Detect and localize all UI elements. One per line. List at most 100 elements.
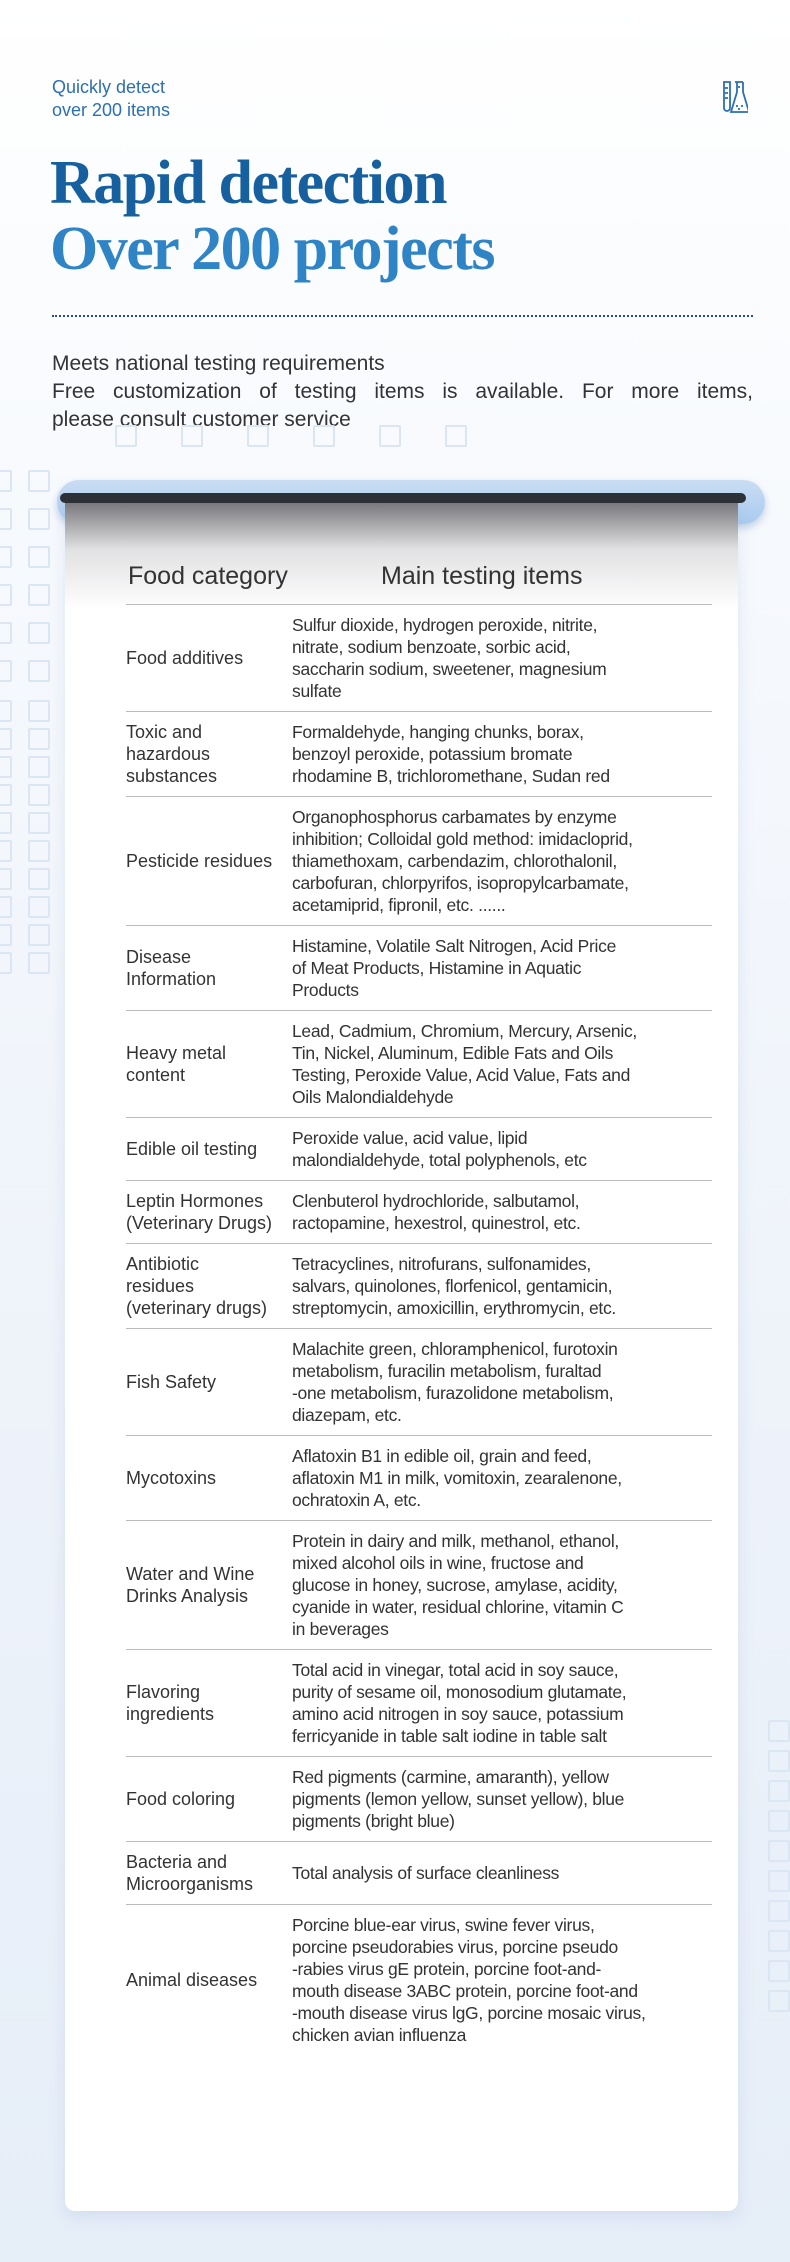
category-line: Antibiotic xyxy=(126,1254,200,1274)
decorative-square xyxy=(768,1720,790,1742)
description-line: Free customization of testing items is a… xyxy=(52,380,753,403)
category-cell: Pesticide residues xyxy=(126,850,292,872)
title-line-1: Rapid detection xyxy=(50,149,447,217)
items-line: -rabies virus gE protein, porcine foot-a… xyxy=(292,1959,602,1979)
items-line: Porcine blue-ear virus, swine fever viru… xyxy=(292,1915,595,1935)
table-row: Heavy metal content Lead, Cadmium, Chromiu… xyxy=(126,1011,712,1118)
items-line: Sulfur dioxide, hydrogen peroxide, nitri… xyxy=(292,615,598,635)
items-line: Formaldehyde, hanging chunks, borax, xyxy=(292,722,584,742)
items-cell: Formaldehyde, hanging chunks, borax, benz… xyxy=(292,721,712,787)
category-line: residues xyxy=(126,1276,195,1296)
table-row: Food coloring Red pigments (carmine, amar… xyxy=(126,1757,712,1842)
items-line: Tin, Nickel, Aluminum, Edible Fats and O… xyxy=(292,1043,614,1063)
decorative-square xyxy=(28,812,50,834)
items-line: in beverages xyxy=(292,1619,389,1639)
category-line: Drinks Analysis xyxy=(126,1586,249,1606)
table-row: Fish Safety Malachite green, chlorampheni… xyxy=(126,1329,712,1436)
category-line: (Veterinary Drugs) xyxy=(126,1213,273,1233)
table-row: Pesticide residues Organophosphorus carba… xyxy=(126,797,712,926)
category-line: Food additives xyxy=(126,648,244,668)
column-header-items: Main testing items xyxy=(381,561,583,590)
items-cell: Organophosphorus carbamates by enzyme inh… xyxy=(292,806,712,916)
testing-items-table: Food category Main testing items Food ad… xyxy=(126,548,712,2055)
items-line: mouth disease 3ABC protein, porcine foot… xyxy=(292,1981,638,2001)
table-row: Leptin Hormones (Veterinary Drugs) Clenbut… xyxy=(126,1181,712,1244)
decorative-square xyxy=(28,728,50,750)
description: Meets national testing requirements Free… xyxy=(52,350,753,434)
decorative-square xyxy=(445,425,467,447)
table-row: Food additives Sulfur dioxide, hydrogen p… xyxy=(126,605,712,712)
decorative-square xyxy=(0,868,12,890)
lab-test-tubes-icon xyxy=(723,81,748,113)
table-row: Disease Information Histamine, Volatile Sa… xyxy=(126,926,712,1011)
decorative-square xyxy=(0,622,12,644)
decorative-square xyxy=(768,1930,790,1952)
category-line: Heavy metal xyxy=(126,1043,227,1063)
decorative-square xyxy=(0,728,12,750)
items-cell: Aflatoxin B1 in edible oil, grain and fe… xyxy=(292,1445,712,1511)
category-line: Information xyxy=(126,969,217,989)
category-cell: Bacteria and Microorganisms xyxy=(126,1851,292,1895)
tagline: Quickly detect over 200 items xyxy=(52,76,170,122)
items-cell: Lead, Cadmium, Chromium, Mercury, Arseni… xyxy=(292,1020,712,1108)
decorative-square xyxy=(28,896,50,918)
items-line: Total analysis of surface cleanliness xyxy=(292,1863,560,1883)
decorative-square xyxy=(0,584,12,606)
category-cell: Disease Information xyxy=(126,946,292,990)
category-line: substances xyxy=(126,766,218,786)
items-line: nitrate, sodium benzoate, sorbic acid, xyxy=(292,637,571,657)
table-row: Water and Wine Drinks Analysis Protein in … xyxy=(126,1521,712,1650)
items-line: ferricyanide in table salt iodine in tab… xyxy=(292,1726,607,1746)
decorative-square xyxy=(768,1870,790,1892)
items-cell: Red pigments (carmine, amaranth), yellow… xyxy=(292,1766,712,1832)
decorative-square xyxy=(0,784,12,806)
table-row: Toxic and hazardous substances Formaldehyde… xyxy=(126,712,712,797)
items-line: Red pigments (carmine, amaranth), yellow xyxy=(292,1767,609,1787)
description-line: Meets national testing requirements xyxy=(52,352,385,375)
table-row: Edible oil testing Peroxide value, acid v… xyxy=(126,1118,712,1181)
category-cell: Heavy metal content xyxy=(126,1042,292,1086)
items-line: Testing, Peroxide Value, Acid Value, Fat… xyxy=(292,1065,631,1085)
table-row: Animal diseases Porcine blue-ear virus, s… xyxy=(126,1905,712,2055)
table-row: Bacteria and Microorganisms Total analysis… xyxy=(126,1842,712,1905)
decorative-square xyxy=(28,622,50,644)
items-cell: Sulfur dioxide, hydrogen peroxide, nitri… xyxy=(292,614,712,702)
items-line: thiamethoxam, carbendazim, chlorothaloni… xyxy=(292,851,617,871)
decorative-square xyxy=(28,784,50,806)
items-cell: Peroxide value, acid value, lipid malondi… xyxy=(292,1127,712,1171)
items-line: Lead, Cadmium, Chromium, Mercury, Arseni… xyxy=(292,1021,637,1041)
items-line: Organophosphorus carbamates by enzyme xyxy=(292,807,617,827)
decorative-square xyxy=(115,425,137,447)
decorative-square xyxy=(28,546,50,568)
items-cell: Total acid in vinegar, total acid in soy… xyxy=(292,1659,712,1747)
items-line: pigments (lemon yellow, sunset yellow), … xyxy=(292,1789,625,1809)
decorative-square xyxy=(28,700,50,722)
decorative-square xyxy=(0,470,12,492)
table-header: Food category Main testing items xyxy=(126,548,712,605)
items-line: ractopamine, hexestrol, quinestrol, etc. xyxy=(292,1213,581,1233)
decorative-square xyxy=(0,952,12,974)
category-line: ingredients xyxy=(126,1704,215,1724)
category-cell: Food coloring xyxy=(126,1788,292,1810)
items-line: metabolism, furacilin metabolism, furalt… xyxy=(292,1361,602,1381)
category-line: Leptin Hormones xyxy=(126,1191,264,1211)
category-cell: Leptin Hormones (Veterinary Drugs) xyxy=(126,1190,292,1234)
decorative-square xyxy=(0,756,12,778)
items-line: -mouth disease virus lgG, porcine mosaic… xyxy=(292,2003,646,2023)
items-line: carbofuran, chlorpyrifos, isopropylcarba… xyxy=(292,873,629,893)
category-line: Animal diseases xyxy=(126,1970,258,1990)
items-line: cyanide in water, residual chlorine, vit… xyxy=(292,1597,624,1617)
category-line: content xyxy=(126,1065,186,1085)
items-line: malondialdehyde, total polyphenols, etc xyxy=(292,1150,587,1170)
items-line: salvars, quinolones, florfenicol, gentam… xyxy=(292,1276,613,1296)
decorative-square xyxy=(379,425,401,447)
scroll-rod xyxy=(60,493,746,503)
items-cell: Clenbuterol hydrochloride, salbutamol, ra… xyxy=(292,1190,712,1234)
items-line: porcine pseudorabies virus, porcine pseu… xyxy=(292,1937,618,1957)
decorative-square xyxy=(313,425,335,447)
category-line: Food coloring xyxy=(126,1789,236,1809)
category-line: Microorganisms xyxy=(126,1874,254,1894)
column-header-category: Food category xyxy=(128,561,288,590)
items-line: aflatoxin M1 in milk, vomitoxin, zearale… xyxy=(292,1468,622,1488)
items-line: Peroxide value, acid value, lipid xyxy=(292,1128,528,1148)
